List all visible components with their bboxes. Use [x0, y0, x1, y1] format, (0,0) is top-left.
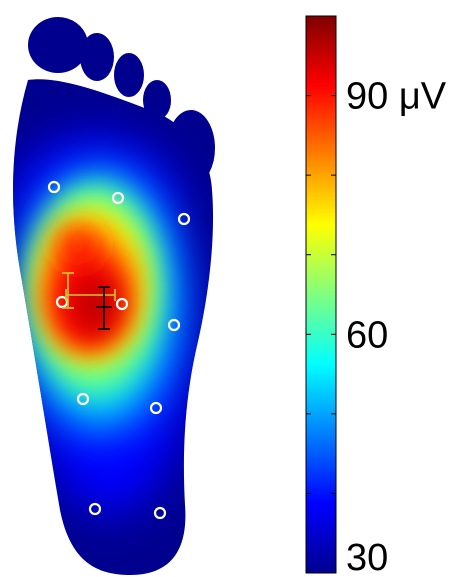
colorbar-tick-label: 90 μV	[346, 76, 447, 118]
colorbar-tick-labels: 90 μV 60 30	[346, 76, 447, 577]
error-bar-yellow	[62, 272, 116, 309]
foot-heatmap	[13, 17, 215, 575]
electrode-marker	[153, 506, 167, 520]
electrode-marker	[55, 295, 69, 309]
electrode-marker	[88, 502, 102, 516]
heatmap-darkred-layer	[73, 275, 117, 335]
colorbar-ticks	[306, 15, 336, 574]
electrode-marker	[115, 297, 129, 311]
electrode-marker	[149, 401, 163, 415]
error-bar-black	[96, 286, 112, 330]
electrode-marker	[111, 191, 125, 205]
colorbar: 90 μV 60 30	[305, 15, 447, 577]
colorbar-tick-label: 30	[346, 537, 388, 577]
colorbar-gradient	[305, 15, 337, 574]
electrode-marker	[47, 180, 61, 194]
electrode-marker	[177, 212, 191, 226]
electrode-markers	[47, 180, 191, 520]
electrode-marker	[76, 392, 90, 406]
colorbar-tick-label: 60	[346, 314, 388, 356]
electrode-marker	[167, 318, 181, 332]
